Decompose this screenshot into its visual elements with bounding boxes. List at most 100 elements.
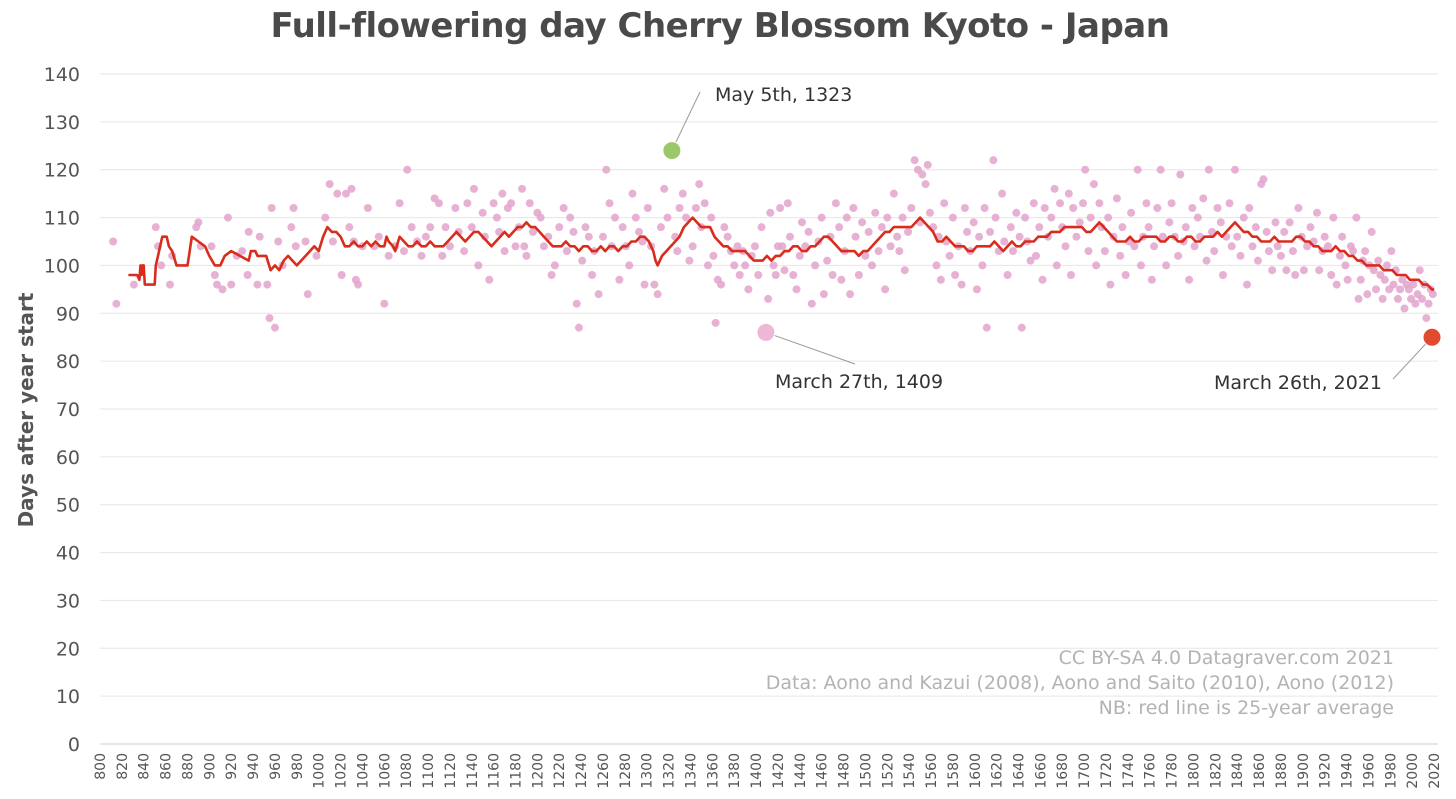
data-point — [1199, 194, 1208, 203]
data-point — [354, 280, 363, 289]
data-point — [417, 251, 426, 260]
data-point — [733, 242, 742, 251]
data-point — [925, 208, 934, 217]
data-point — [638, 237, 647, 246]
data-point — [529, 227, 538, 236]
data-point — [975, 232, 984, 241]
data-point — [653, 290, 662, 299]
data-point — [1162, 261, 1171, 270]
credits-license: CC BY-SA 4.0 Datagraver.com 2021 — [1058, 647, 1394, 669]
data-point — [1294, 204, 1303, 212]
data-point — [522, 251, 531, 260]
data-point — [776, 204, 785, 212]
data-point — [223, 213, 232, 222]
data-point — [998, 189, 1007, 198]
data-point — [1285, 218, 1294, 227]
data-point — [895, 247, 904, 256]
data-point — [757, 223, 766, 232]
data-point — [1089, 180, 1098, 189]
data-point — [511, 242, 520, 251]
data-point — [771, 271, 780, 279]
data-point — [1031, 251, 1040, 260]
data-point — [129, 280, 138, 289]
data-point — [1315, 266, 1324, 275]
x-tick-label: 1920 — [1318, 753, 1334, 789]
annotation-marker — [756, 322, 776, 342]
data-point — [1174, 251, 1183, 260]
data-point — [112, 299, 121, 308]
data-point — [643, 204, 652, 212]
data-point — [615, 275, 624, 284]
data-point — [194, 218, 203, 227]
data-point — [1313, 208, 1322, 217]
data-point — [854, 271, 863, 279]
data-point — [907, 204, 916, 212]
data-point — [923, 160, 932, 169]
data-point — [1361, 247, 1370, 256]
data-point — [1227, 242, 1236, 251]
data-point — [1329, 213, 1338, 222]
data-point — [932, 261, 941, 270]
x-tick-label: 1300 — [640, 753, 656, 789]
x-tick-label: 820 — [115, 753, 131, 780]
x-tick-label: 1500 — [858, 753, 874, 789]
annotation-connector — [671, 91, 701, 151]
data-point — [1136, 261, 1145, 270]
data-point — [1225, 199, 1234, 208]
data-point — [265, 314, 274, 323]
data-point — [363, 204, 372, 212]
credits-source: Data: Aono and Kazui (2008), Aono and Sa… — [765, 672, 1394, 694]
data-point — [267, 204, 276, 212]
data-point — [1280, 227, 1289, 236]
data-point — [1251, 223, 1260, 232]
data-point — [1352, 213, 1361, 222]
data-point — [1081, 165, 1090, 174]
data-point — [1064, 189, 1073, 198]
x-tick-label: 1840 — [1230, 753, 1246, 789]
data-point — [700, 199, 709, 208]
data-point — [904, 227, 913, 236]
data-point — [1428, 290, 1437, 299]
data-point — [735, 271, 744, 279]
data-point — [673, 247, 682, 256]
annotation-connector — [1392, 336, 1433, 380]
x-tick-label: 1480 — [837, 753, 853, 789]
x-tick-label: 800 — [93, 753, 109, 780]
data-point — [893, 232, 902, 241]
data-point — [243, 271, 252, 279]
data-point — [1341, 261, 1350, 270]
data-point — [1400, 304, 1409, 313]
data-point — [804, 227, 813, 236]
data-point — [1389, 280, 1398, 289]
x-tick-label: 1080 — [399, 753, 415, 789]
x-tick-label: 1460 — [815, 753, 831, 789]
data-point — [660, 184, 669, 193]
data-point — [451, 204, 460, 212]
data-point — [817, 213, 826, 222]
data-point — [1233, 232, 1242, 241]
x-tick-label: 1000 — [312, 753, 328, 789]
data-point — [948, 213, 957, 222]
x-tick-label: 1540 — [902, 753, 918, 789]
data-point — [421, 232, 430, 241]
data-point — [1084, 247, 1093, 256]
data-point — [274, 237, 283, 246]
data-point — [811, 261, 820, 270]
data-point — [559, 204, 568, 212]
x-tick-label: 1400 — [749, 753, 765, 789]
x-tick-label: 1900 — [1296, 753, 1312, 789]
data-point — [921, 180, 930, 189]
data-point — [744, 285, 753, 294]
data-point — [518, 184, 527, 193]
x-tick-label: 1380 — [727, 753, 743, 789]
data-point — [1271, 218, 1280, 227]
data-point — [940, 199, 949, 208]
data-point — [1245, 204, 1254, 212]
x-tick-label: 1060 — [377, 753, 393, 789]
data-point — [1236, 251, 1245, 260]
data-point — [407, 223, 416, 232]
y-tick-label: 100 — [44, 255, 80, 277]
x-tick-label: 1980 — [1383, 753, 1399, 789]
y-tick-label: 120 — [44, 160, 80, 182]
